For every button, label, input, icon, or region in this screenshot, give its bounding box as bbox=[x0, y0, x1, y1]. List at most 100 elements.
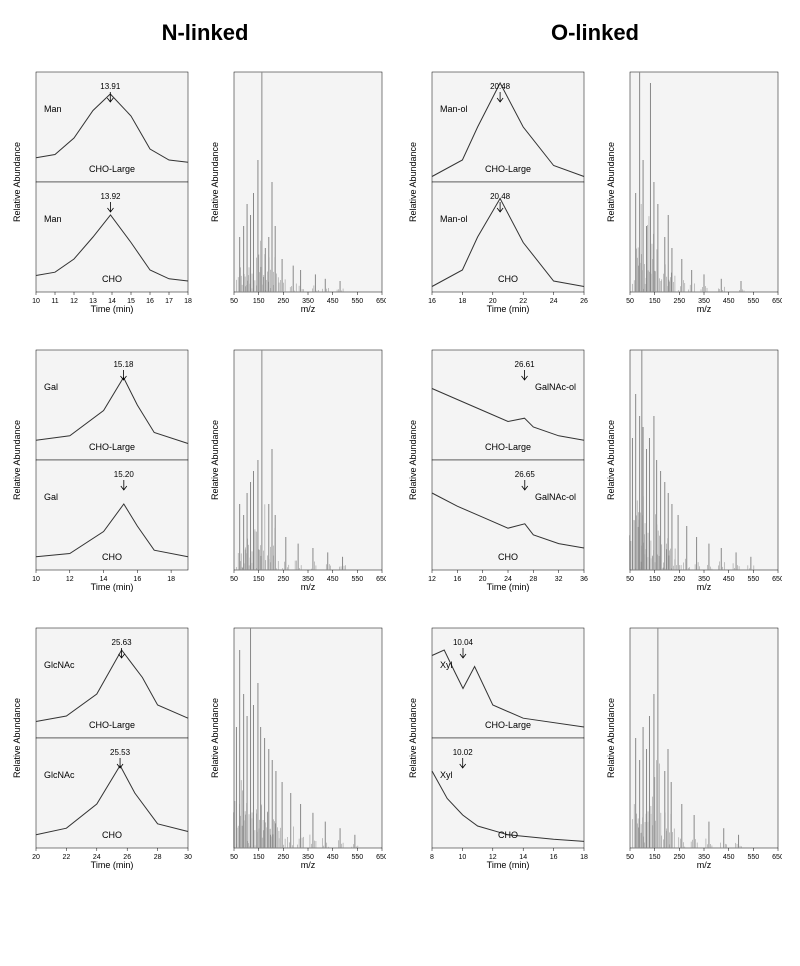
svg-text:450: 450 bbox=[723, 854, 735, 861]
svg-text:26.61: 26.61 bbox=[515, 360, 536, 369]
svg-text:450: 450 bbox=[327, 298, 339, 305]
svg-text:50: 50 bbox=[626, 298, 634, 305]
svg-text:650: 650 bbox=[376, 576, 386, 583]
svg-text:10.04: 10.04 bbox=[453, 638, 474, 647]
svg-text:12: 12 bbox=[428, 576, 436, 583]
svg-text:15.18: 15.18 bbox=[113, 360, 134, 369]
svg-text:Time (min): Time (min) bbox=[91, 860, 134, 870]
chromatogram: 20.4820.48Man-olCHO-LargeMan-olCHO161820… bbox=[406, 56, 592, 316]
svg-text:450: 450 bbox=[723, 576, 735, 583]
svg-text:CHO: CHO bbox=[102, 274, 122, 284]
svg-text:16: 16 bbox=[146, 298, 154, 305]
svg-text:Relative Abundance: Relative Abundance bbox=[210, 698, 220, 778]
svg-text:36: 36 bbox=[580, 576, 588, 583]
svg-text:50: 50 bbox=[230, 854, 238, 861]
svg-text:m/z: m/z bbox=[301, 860, 316, 870]
svg-text:GalNAc-ol: GalNAc-ol bbox=[535, 492, 576, 502]
chromatogram: 10.0410.02XylCHO-LargeXylCHO81012141618R… bbox=[406, 612, 592, 872]
svg-text:150: 150 bbox=[649, 576, 661, 583]
mass-spectrum-panel: 50150250350450550650Relative Abundancem/… bbox=[604, 56, 782, 316]
mass-spectrum: 50150250350450550650Relative Abundancem/… bbox=[604, 56, 790, 316]
svg-text:Time (min): Time (min) bbox=[91, 582, 134, 592]
chromatogram-panel: 10.0410.02XylCHO-LargeXylCHO81012141618R… bbox=[406, 612, 588, 872]
chromatogram-panel: 25.6325.53GlcNAcCHO-LargeGlcNAcCHO202224… bbox=[10, 612, 192, 872]
svg-text:CHO: CHO bbox=[102, 830, 122, 840]
svg-text:50: 50 bbox=[230, 298, 238, 305]
svg-text:Gal: Gal bbox=[44, 492, 58, 502]
svg-text:250: 250 bbox=[277, 854, 289, 861]
svg-text:450: 450 bbox=[723, 298, 735, 305]
chromatogram-panel: 15.1815.20GalCHO-LargeGalCHO1012141618Re… bbox=[10, 334, 192, 594]
svg-text:450: 450 bbox=[327, 576, 339, 583]
chromatogram: 26.6126.65GalNAc-olCHO-LargeGalNAc-olCHO… bbox=[406, 334, 592, 594]
svg-text:Relative Abundance: Relative Abundance bbox=[606, 698, 616, 778]
svg-text:Relative Abundance: Relative Abundance bbox=[12, 698, 22, 778]
svg-text:CHO-Large: CHO-Large bbox=[89, 164, 135, 174]
svg-text:Time (min): Time (min) bbox=[487, 304, 530, 314]
svg-text:Relative Abundance: Relative Abundance bbox=[210, 142, 220, 222]
svg-text:Relative Abundance: Relative Abundance bbox=[606, 142, 616, 222]
svg-text:25.53: 25.53 bbox=[110, 748, 131, 757]
svg-text:28: 28 bbox=[529, 576, 537, 583]
svg-text:Xyl: Xyl bbox=[440, 660, 453, 670]
svg-text:150: 150 bbox=[649, 854, 661, 861]
svg-text:12: 12 bbox=[66, 576, 74, 583]
svg-text:16: 16 bbox=[453, 576, 461, 583]
svg-text:650: 650 bbox=[772, 298, 782, 305]
svg-text:50: 50 bbox=[626, 576, 634, 583]
svg-text:CHO-Large: CHO-Large bbox=[485, 442, 531, 452]
chromatogram: 15.1815.20GalCHO-LargeGalCHO1012141618Re… bbox=[10, 334, 196, 594]
chromatogram: 25.6325.53GlcNAcCHO-LargeGlcNAcCHO202224… bbox=[10, 612, 196, 872]
svg-text:650: 650 bbox=[772, 576, 782, 583]
svg-text:550: 550 bbox=[747, 576, 759, 583]
svg-text:150: 150 bbox=[253, 298, 265, 305]
svg-text:250: 250 bbox=[673, 576, 685, 583]
svg-text:26: 26 bbox=[580, 298, 588, 305]
svg-text:10: 10 bbox=[32, 576, 40, 583]
svg-text:CHO-Large: CHO-Large bbox=[89, 442, 135, 452]
mass-spectrum: 50150250350450550650Relative Abundancem/… bbox=[208, 56, 394, 316]
svg-text:GlcNAc: GlcNAc bbox=[44, 770, 75, 780]
svg-text:150: 150 bbox=[253, 576, 265, 583]
svg-text:18: 18 bbox=[184, 298, 192, 305]
svg-text:Relative Abundance: Relative Abundance bbox=[408, 420, 418, 500]
chromatogram-panel: 13.9113.92ManCHO-LargeManCHO101112131415… bbox=[10, 56, 192, 316]
svg-text:28: 28 bbox=[154, 854, 162, 861]
svg-text:26.65: 26.65 bbox=[515, 470, 536, 479]
svg-text:550: 550 bbox=[747, 854, 759, 861]
svg-text:550: 550 bbox=[747, 298, 759, 305]
svg-text:Relative Abundance: Relative Abundance bbox=[606, 420, 616, 500]
svg-text:250: 250 bbox=[277, 298, 289, 305]
svg-text:Relative Abundance: Relative Abundance bbox=[210, 420, 220, 500]
svg-text:50: 50 bbox=[230, 576, 238, 583]
svg-text:20.48: 20.48 bbox=[490, 192, 511, 201]
svg-text:12: 12 bbox=[70, 298, 78, 305]
svg-text:20: 20 bbox=[479, 576, 487, 583]
mass-spectrum: 50150250350450550650Relative Abundancem/… bbox=[604, 612, 790, 872]
mass-spectrum: 50150250350450550650Relative Abundancem/… bbox=[604, 334, 790, 594]
chromatogram-panel: 20.4820.48Man-olCHO-LargeMan-olCHO161820… bbox=[406, 56, 588, 316]
svg-text:CHO: CHO bbox=[498, 552, 518, 562]
svg-text:Relative Abundance: Relative Abundance bbox=[12, 142, 22, 222]
svg-text:Relative Abundance: Relative Abundance bbox=[12, 420, 22, 500]
panel-grid: 13.9113.92ManCHO-LargeManCHO101112131415… bbox=[10, 56, 790, 872]
svg-text:m/z: m/z bbox=[301, 304, 316, 314]
svg-text:18: 18 bbox=[459, 298, 467, 305]
svg-text:CHO-Large: CHO-Large bbox=[89, 720, 135, 730]
svg-text:CHO-Large: CHO-Large bbox=[485, 720, 531, 730]
svg-text:m/z: m/z bbox=[697, 582, 712, 592]
svg-text:10: 10 bbox=[32, 298, 40, 305]
svg-text:450: 450 bbox=[327, 854, 339, 861]
svg-text:550: 550 bbox=[351, 298, 363, 305]
mass-spectrum-panel: 50150250350450550650Relative Abundancem/… bbox=[208, 56, 386, 316]
svg-text:11: 11 bbox=[51, 298, 58, 305]
svg-text:Relative Abundance: Relative Abundance bbox=[408, 142, 418, 222]
svg-text:Time (min): Time (min) bbox=[91, 304, 134, 314]
svg-text:CHO: CHO bbox=[498, 274, 518, 284]
svg-text:m/z: m/z bbox=[697, 860, 712, 870]
mass-spectrum-panel: 50150250350450550650Relative Abundancem/… bbox=[208, 334, 386, 594]
svg-text:150: 150 bbox=[253, 854, 265, 861]
svg-text:CHO: CHO bbox=[498, 830, 518, 840]
svg-text:CHO-Large: CHO-Large bbox=[485, 164, 531, 174]
svg-text:Gal: Gal bbox=[44, 382, 58, 392]
